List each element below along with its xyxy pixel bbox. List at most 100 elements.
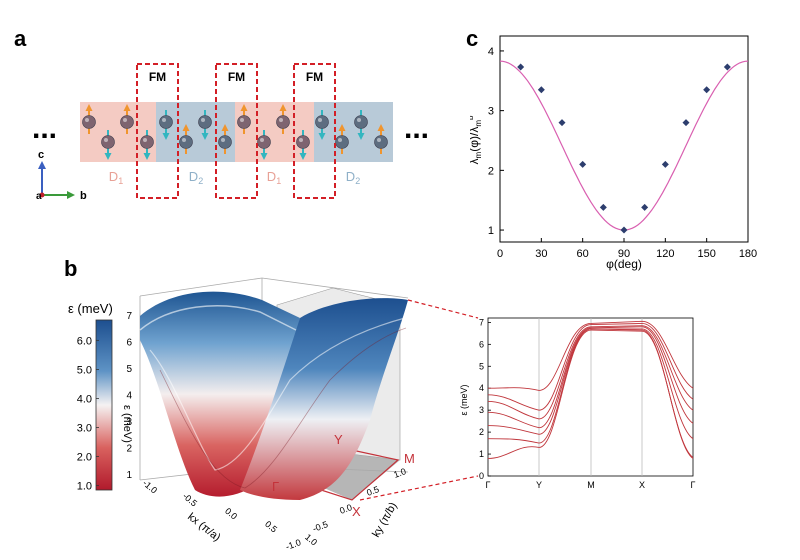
spin-arrowhead: [143, 153, 151, 160]
atom-highlight: [357, 118, 361, 122]
x-tick-label: 30: [535, 248, 547, 260]
y-tick-label: 4: [488, 46, 494, 58]
fm-box: [136, 63, 179, 199]
magnon-band: [487, 329, 694, 459]
point-label-x: X: [352, 504, 361, 519]
domain-label: D2: [189, 169, 203, 186]
ky-axis-label: ky (π/b): [370, 500, 399, 539]
band-x-tick-label: Y: [536, 480, 542, 490]
fm-label: FM: [306, 70, 323, 84]
atom-highlight: [377, 138, 381, 142]
band-y-tick-label: 1: [479, 449, 484, 459]
data-point: [558, 119, 566, 127]
x-tick-label: 60: [577, 248, 589, 260]
axes-indicator: c a b: [36, 149, 87, 202]
band-y-tick-label: 7: [479, 317, 484, 327]
fit-curve: [499, 60, 749, 231]
ky-tick-label: -0.5: [311, 519, 329, 534]
spin-arrowhead: [123, 104, 131, 111]
spin-arrowhead: [279, 104, 287, 111]
colorbar-tick-label: 3.0: [77, 423, 92, 435]
atom: [374, 135, 388, 149]
x-axis-label: φ(deg): [606, 257, 642, 271]
atom: [198, 115, 212, 129]
panel-label-b: b: [64, 256, 78, 281]
magnon-band: [487, 323, 694, 411]
kx-axis-label: kx (π/a): [185, 511, 222, 544]
atom-highlight: [162, 118, 166, 122]
dispersion-surface-right: [240, 298, 408, 500]
domain-block-d1: [235, 102, 314, 162]
ky-tick-label: -1.0: [284, 537, 302, 552]
spin-arrowhead: [357, 133, 365, 140]
dispersion-surface-ridge: [139, 305, 297, 331]
atom: [179, 135, 193, 149]
kx-tick-label: 0.5: [263, 519, 279, 535]
atom-highlight: [201, 118, 205, 122]
spin-arrowhead: [318, 133, 326, 140]
atom-highlight: [240, 118, 244, 122]
z-tick-label: 4: [126, 391, 132, 402]
plot-frame: [499, 35, 749, 243]
colorbar-tick-label: 4.0: [77, 393, 92, 405]
spin-arrowhead: [221, 124, 229, 131]
x-tick-label: 0: [497, 248, 503, 260]
atom: [257, 135, 271, 149]
connector-line: [359, 475, 479, 501]
atom: [159, 115, 173, 129]
x-tick-label: 90: [618, 248, 630, 260]
spin-arrowhead: [377, 124, 385, 131]
domain-label: D1: [109, 169, 123, 186]
domain-label: D2: [346, 169, 360, 186]
z-tick-label: 6: [126, 338, 132, 349]
dispersion-surface-band: [149, 317, 406, 471]
kx-tick-label: -0.5: [181, 491, 199, 509]
atom: [237, 115, 251, 129]
atom: [101, 135, 115, 149]
panel-label-c: c: [466, 26, 479, 51]
atom: [218, 135, 232, 149]
atom: [315, 115, 329, 129]
spin-chain-diagram: D1 D2 D1 D2 FM FM FM ... ... c a b: [32, 63, 429, 202]
band-y-tick-label: 6: [479, 339, 484, 349]
band-y-tick-label: 4: [479, 383, 484, 393]
fm-label: FM: [228, 70, 245, 84]
panel-label-a: a: [14, 26, 27, 51]
magnon-dispersion-figure: ε (meV) 6.0 5.0 4.0 3.0 2.0 1.0 Γ Y M X 7 6 5 4 3…: [68, 277, 696, 552]
x-tick-label: 120: [656, 248, 674, 260]
domain-block-d2: [156, 102, 235, 162]
colorbar-tick-label: 1.0: [77, 481, 92, 493]
atom-highlight: [85, 118, 89, 122]
colorbar-tick-label: 6.0: [77, 335, 92, 347]
band-x-tick-label: M: [587, 480, 595, 490]
y-tick-label: 2: [488, 165, 494, 177]
atom-highlight: [143, 138, 147, 142]
band-y-axis-label: ε (meV): [459, 384, 469, 415]
z-axis-label: ε (meV): [121, 405, 133, 443]
point-label-m: M: [404, 451, 415, 466]
atom: [276, 115, 290, 129]
atom: [354, 115, 368, 129]
z-tick-label: 7: [126, 311, 132, 322]
band-y-tick-label: 3: [479, 405, 484, 415]
spins-layer: [82, 104, 388, 160]
ky-tick-label: 0.0: [338, 502, 353, 516]
ky-axis-ticks: 1.0 0.5 0.0 -0.5 -1.0: [284, 466, 407, 552]
atom: [82, 115, 96, 129]
z-tick-label: 3: [126, 417, 132, 428]
data-point: [661, 160, 669, 168]
kx-tick-label: -1.0: [141, 478, 159, 496]
kx-tick-label: 1.0: [303, 532, 319, 548]
ellipsis-right: ...: [404, 112, 429, 145]
atom: [335, 135, 349, 149]
atom: [296, 135, 310, 149]
z-axis-ticks: 7 6 5 4 3 2 1: [126, 311, 132, 481]
x-tick-label: 180: [739, 248, 757, 260]
colorbar-tick-label: 2.0: [77, 452, 92, 464]
fm-box: [215, 63, 258, 199]
band-y-tick-label: 5: [479, 361, 484, 371]
data-point: [723, 63, 731, 71]
ky-tick-label: 0.5: [365, 484, 380, 498]
band-x-tick-label: Γ: [691, 480, 696, 490]
fm-label: FM: [149, 70, 166, 84]
